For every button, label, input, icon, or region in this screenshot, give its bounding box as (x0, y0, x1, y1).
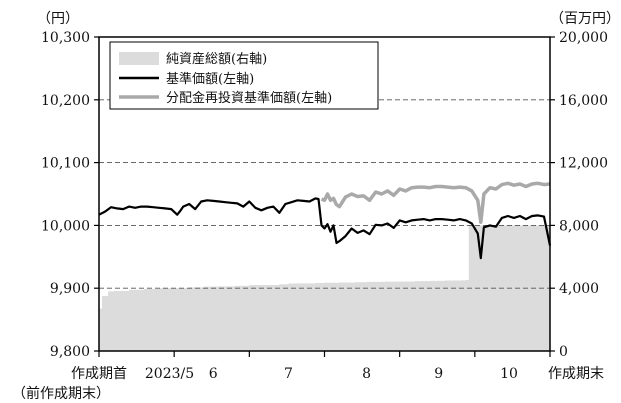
y-right-tick-label-2: 8,000 (559, 218, 599, 234)
legend: 純資産総額(右軸) 基準価額(左軸) 分配金再投資基準価額(左軸) (109, 41, 379, 110)
y-right-tick-label-3: 12,000 (559, 156, 608, 172)
x-axis-sublabel: （前作成期末） (12, 385, 110, 402)
x-tick-label-2: 6 (209, 366, 218, 382)
axes: 9,800 9,900 10,000 10,100 10,200 10,300 0 4,000… (41, 30, 608, 382)
legend-label-nav: 純資産総額(右軸) (166, 51, 267, 67)
y-right-tick-label-4: 16,000 (559, 93, 608, 109)
x-tick-label-7: 作成期末 (548, 366, 604, 382)
x-tick-label-1: 2023/5 (145, 366, 194, 382)
series-line-base-price (98, 197, 552, 260)
series-line-reinvested-price (320, 181, 551, 225)
y-left-unit-label: （円） (37, 11, 79, 27)
y-left-tick-label-2: 10,000 (41, 218, 90, 234)
y-right-tick-label-0: 0 (559, 344, 568, 360)
y-left-tick-label-3: 10,100 (41, 156, 90, 172)
x-tick-label-0: 作成期首 (71, 366, 127, 382)
lines-layer (98, 181, 552, 260)
legend-label-base-price: 基準価額(左軸) (166, 71, 254, 87)
y-right-unit-label: （百万円） (550, 11, 620, 27)
y-left-tick-label-0: 9,800 (50, 344, 90, 360)
legend-swatch-nav (119, 52, 159, 65)
y-right-tick-label-1: 4,000 (559, 281, 599, 297)
y-right-tick-label-5: 20,000 (559, 30, 608, 46)
y-left-tick-label-5: 10,300 (41, 30, 90, 46)
y-left-tick-label-1: 9,900 (50, 281, 90, 297)
legend-label-reinvested-price: 分配金再投資基準価額(左軸) (166, 90, 332, 106)
y-left-tick-label-4: 10,200 (41, 93, 90, 109)
x-tick-label-4: 8 (362, 366, 371, 382)
x-tick-label-5: 9 (434, 366, 443, 382)
x-tick-label-3: 7 (284, 366, 293, 382)
x-tick-label-6: 10 (500, 366, 518, 382)
